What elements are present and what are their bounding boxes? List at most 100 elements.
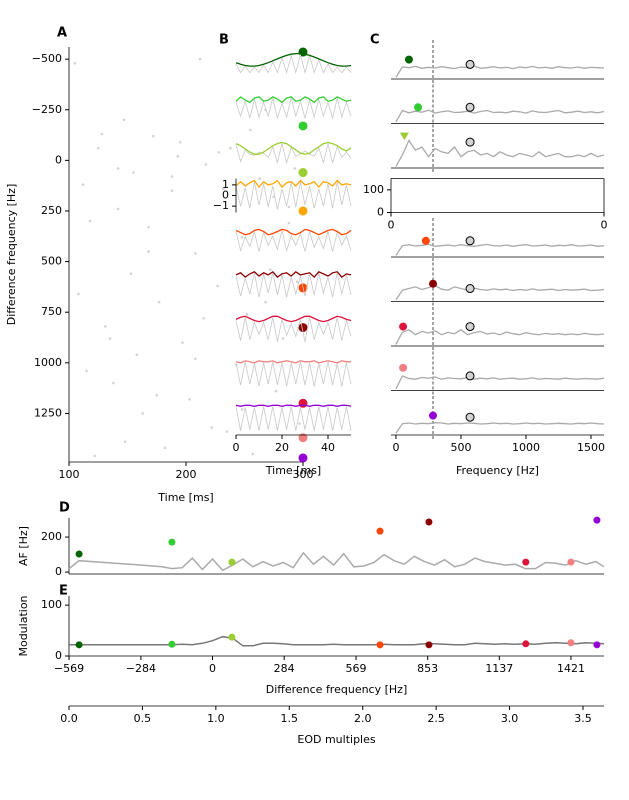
x-tick-label: 3.5	[574, 712, 592, 725]
scatter-dot	[88, 219, 92, 223]
marker	[465, 102, 475, 112]
x-tick-label: 853	[417, 662, 438, 675]
panel-label: B	[219, 33, 229, 48]
line	[235, 97, 352, 120]
marker	[376, 641, 384, 649]
scatter-dot	[112, 381, 115, 385]
y-tick-label: 0	[222, 189, 229, 202]
x-tick-label: 2.5	[427, 712, 445, 725]
x-tick-label: 200	[176, 468, 197, 481]
scatter-dot	[170, 175, 174, 178]
marker	[399, 132, 409, 141]
x-tick-label: 0.5	[134, 712, 152, 725]
scatter-dot	[202, 316, 205, 320]
marker	[429, 411, 438, 420]
scatter-dot	[188, 397, 191, 401]
scatter-dot	[229, 146, 232, 150]
scatter-dot	[293, 167, 297, 170]
marker	[298, 168, 308, 178]
x-tick-label: −284	[126, 662, 156, 675]
scatter-dot	[217, 150, 221, 154]
line	[235, 54, 352, 75]
marker	[298, 433, 308, 443]
line	[235, 141, 352, 155]
line	[235, 229, 352, 253]
scatter-dot	[298, 422, 301, 425]
x-axis-label: Time [ms]	[265, 464, 321, 477]
marker	[298, 121, 308, 131]
line	[235, 52, 352, 67]
line	[235, 272, 352, 298]
marker	[465, 412, 475, 422]
x-tick-label: 0	[601, 219, 608, 232]
line	[235, 361, 352, 387]
y-tick-label: 500	[41, 255, 62, 268]
line	[395, 109, 605, 123]
scatter-dot	[249, 128, 252, 132]
marker	[465, 59, 475, 69]
x-tick-label: 1.0	[207, 712, 225, 725]
scatter-dot	[281, 337, 285, 340]
x-tick-label: 100	[59, 468, 80, 481]
marker	[593, 516, 601, 524]
marker	[425, 518, 433, 526]
marker	[168, 640, 176, 648]
x-axis-label: Difference frequency [Hz]	[266, 683, 408, 696]
y-tick-label: 100	[363, 183, 384, 196]
y-tick-label: 100	[41, 598, 62, 611]
scatter-dot	[135, 353, 139, 357]
x-tick-label: 300	[293, 468, 314, 481]
scatter-dot	[287, 205, 291, 209]
x-axis-label: Frequency [Hz]	[456, 464, 539, 477]
x-tick-label: 1.5	[281, 712, 299, 725]
line	[235, 315, 352, 323]
x-axis-label: EOD multiples	[297, 733, 375, 746]
y-tick-label: 200	[41, 530, 62, 543]
scatter-dot	[198, 57, 202, 61]
scatter-dot	[240, 408, 244, 411]
marker	[298, 206, 308, 216]
scatter-dot	[210, 426, 214, 429]
marker	[168, 538, 176, 546]
marker	[522, 640, 530, 648]
marker	[298, 398, 308, 408]
y-tick-label: −1	[213, 199, 229, 212]
scatter-dot	[268, 268, 272, 271]
x-tick-label: 40	[321, 441, 335, 454]
scatter-dot	[240, 235, 244, 239]
y-tick-label: −500	[32, 52, 62, 65]
y-tick-label: 750	[41, 305, 62, 318]
marker	[298, 323, 308, 333]
marker	[465, 284, 475, 294]
x-tick-label: 1421	[557, 662, 585, 675]
scatter-dot	[157, 300, 161, 304]
x-tick-label: −569	[54, 662, 84, 675]
scatter-dot	[81, 183, 85, 186]
scatter-dot	[141, 412, 145, 415]
scatter-dot	[181, 341, 184, 344]
line	[395, 284, 605, 301]
y-tick-label: 0	[377, 206, 384, 219]
line	[235, 181, 352, 210]
scatter-dot	[272, 195, 276, 199]
scatter-dot	[178, 140, 182, 144]
x-tick-label: 20	[275, 441, 289, 454]
x-tick-label: 2.0	[354, 712, 372, 725]
scatter-dot	[245, 312, 249, 316]
x-tick-label: 1000	[512, 441, 540, 454]
line	[235, 317, 352, 342]
x-tick-label: 0	[233, 441, 240, 454]
marker	[75, 550, 83, 558]
scatter-dot	[222, 187, 225, 191]
marker	[75, 641, 83, 649]
marker	[228, 633, 236, 641]
x-tick-label: 3.0	[501, 712, 519, 725]
y-tick-label: −250	[32, 103, 62, 116]
x-tick-label: 0	[392, 441, 399, 454]
y-tick-label: 1	[222, 178, 229, 191]
line	[235, 406, 352, 431]
scatter-dot	[100, 132, 104, 136]
line	[395, 375, 605, 390]
scatter-dot	[155, 393, 159, 397]
line	[235, 270, 352, 279]
